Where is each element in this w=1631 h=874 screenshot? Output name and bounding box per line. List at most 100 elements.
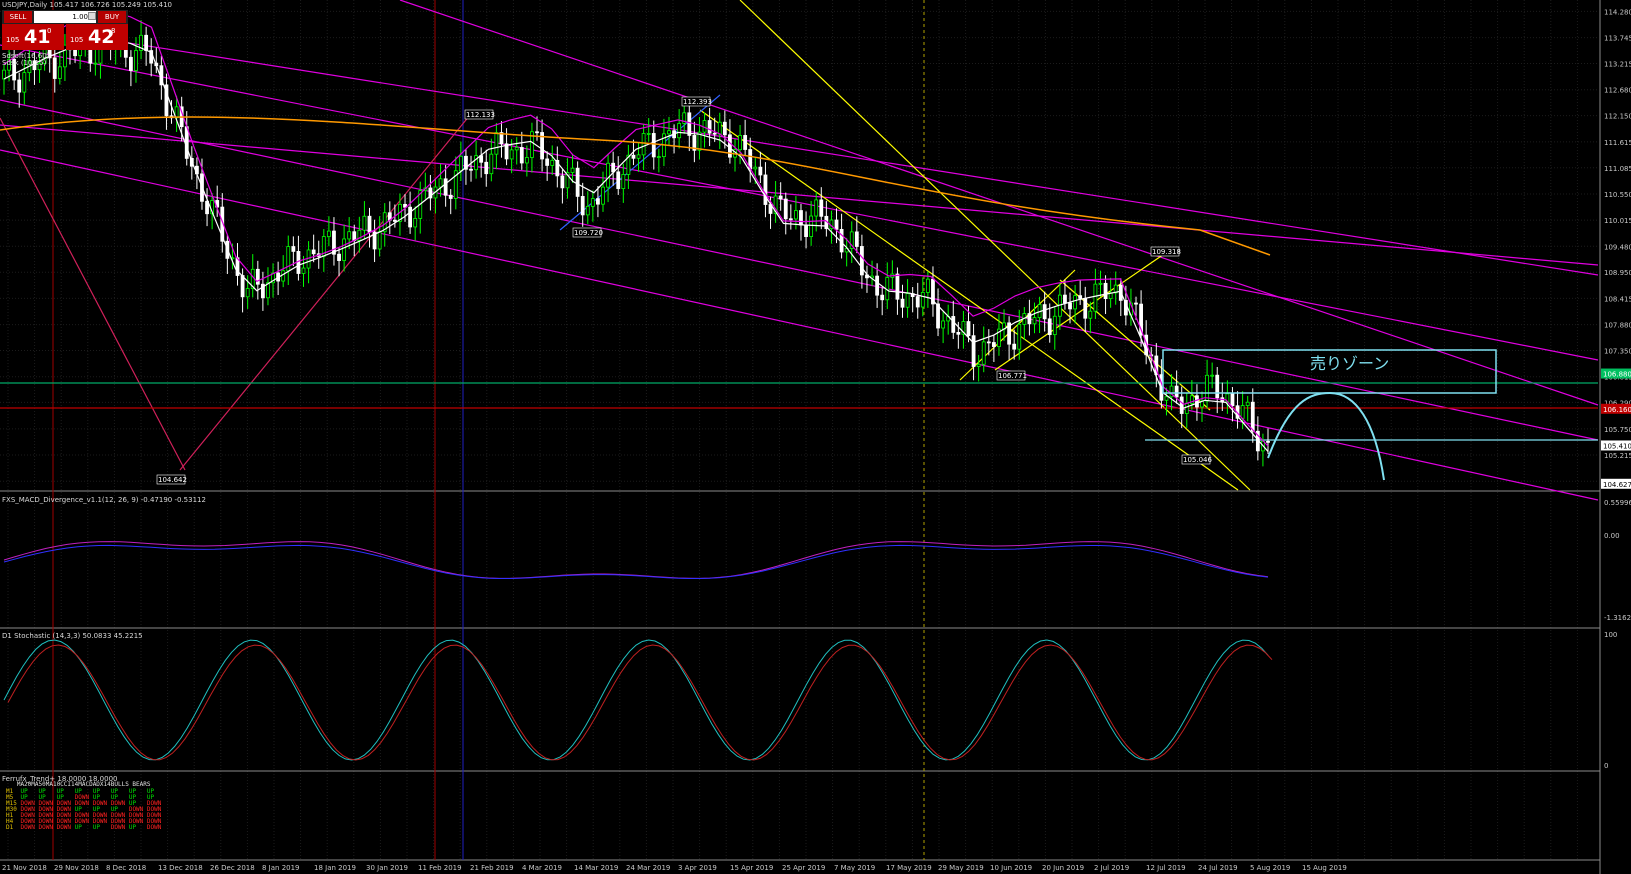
candle-body — [575, 167, 580, 197]
annotation-label: 104.642 — [158, 476, 187, 484]
date-axis-label: 15 Aug 2019 — [1302, 864, 1347, 872]
candle-body — [281, 270, 286, 282]
sell-price-sup: 0 — [47, 27, 52, 35]
candle-body — [961, 321, 966, 335]
candle-body — [93, 62, 98, 65]
trend-cell: DOWN — [56, 824, 75, 831]
candle-body — [783, 198, 788, 220]
candle-body — [524, 157, 529, 164]
trend-cell: DOWN — [56, 812, 75, 819]
candle-body — [347, 231, 352, 240]
candle-body — [509, 149, 514, 160]
date-axis-label: 30 Jan 2019 — [366, 864, 408, 872]
candle-body — [337, 253, 341, 261]
candle-body — [677, 123, 682, 139]
candle-body — [875, 275, 880, 296]
candle-body — [1078, 295, 1083, 299]
trend-cell: DOWN — [128, 818, 147, 825]
sma-label-2: Sdsk (10,15) — [2, 59, 47, 67]
candle-body — [621, 174, 626, 189]
trend-cell: DOWN — [92, 800, 111, 807]
candle-body — [357, 229, 362, 241]
one-click-trade-panel: SELL 1.00 BUY 105 41 0 105 42 8 — [2, 10, 128, 50]
trend-cell: DOWN — [74, 812, 93, 819]
trend-timeframe: D1 — [6, 824, 21, 831]
trend-cell: DOWN — [38, 818, 57, 825]
trend-cell: UP — [74, 824, 93, 831]
trend-row: H1 DOWN DOWN DOWN DOWN DOWN DOWN DOWN DO… — [6, 813, 165, 819]
sell-price-box[interactable]: 105 41 0 — [2, 24, 64, 50]
candle-body — [1195, 395, 1199, 408]
date-axis-label: 29 Nov 2018 — [54, 864, 99, 872]
trend-cell: DOWN — [110, 800, 129, 807]
date-axis-label: 29 May 2019 — [938, 864, 984, 872]
candle-body — [32, 60, 37, 71]
buy-price-big: 42 — [88, 26, 115, 48]
candle-body — [260, 283, 265, 299]
candle-body — [1250, 401, 1255, 432]
candle-body — [408, 206, 413, 228]
candle-body — [499, 132, 504, 145]
candle-body — [585, 205, 590, 216]
date-axis-label: 11 Feb 2019 — [418, 864, 462, 872]
candle-body — [2, 69, 6, 80]
trend-cell: DOWN — [74, 800, 93, 807]
candle-body — [443, 178, 448, 196]
candle-body — [255, 268, 260, 285]
trend-timeframe: H4 — [6, 818, 21, 825]
candle-body — [697, 131, 702, 151]
stoch-axis-label: 100 — [1604, 631, 1617, 639]
candle-body — [692, 135, 697, 151]
trend-row: M5 UP UP UP DOWN UP UP UP UP — [6, 795, 165, 801]
trend-cell: DOWN — [146, 800, 165, 807]
buy-button[interactable]: BUY — [98, 11, 126, 23]
trend-row: D1 DOWN DOWN DOWN UP UP DOWN UP DOWN — [6, 825, 165, 831]
candle-body — [717, 121, 722, 135]
lot-size-input[interactable]: 1.00 — [34, 11, 96, 23]
trend-cell: DOWN — [110, 824, 129, 831]
candle-body — [687, 112, 692, 136]
candle-body — [1113, 284, 1118, 294]
candle-body — [667, 130, 671, 135]
candle-body — [900, 298, 905, 308]
price-axis-label: 111.615 — [1604, 139, 1631, 147]
trend-cell: DOWN — [146, 812, 165, 819]
candle-body — [966, 321, 971, 337]
window-title: USDJPY,Daily 105.417 106.726 105.249 105… — [2, 1, 172, 9]
annotation-label: 105.046 — [1183, 456, 1212, 464]
candle-body — [753, 166, 758, 170]
trend-cell: DOWN — [56, 800, 75, 807]
sell-button[interactable]: SELL — [4, 11, 32, 23]
candle-body — [1027, 313, 1032, 325]
annotation-box — [1181, 454, 1211, 465]
candle-body — [245, 288, 250, 298]
lot-increase-button[interactable] — [88, 12, 96, 20]
candle-body — [240, 275, 245, 298]
price-axis-label: 105.215 — [1604, 452, 1631, 460]
candle-body — [971, 335, 976, 367]
candle-body — [794, 210, 798, 220]
candle-body — [458, 155, 463, 172]
price-marker-bg — [1601, 403, 1631, 414]
trend-line — [1059, 279, 1211, 411]
annotation-box — [464, 109, 494, 120]
date-axis-label: 21 Nov 2018 — [2, 864, 47, 872]
candle-body — [788, 218, 793, 221]
date-axis-label: 5 Aug 2019 — [1250, 864, 1290, 872]
date-axis-label: 4 Mar 2019 — [522, 864, 562, 872]
price-axis-label: 113.745 — [1604, 35, 1631, 43]
candle-body — [22, 72, 27, 93]
candle-body — [326, 230, 331, 237]
candle-body — [311, 249, 316, 255]
candle-body — [7, 58, 11, 71]
chart-grid — [0, 0, 1598, 860]
candle-body — [377, 231, 382, 250]
trend-cell: UP — [56, 788, 75, 795]
candle-body — [936, 303, 940, 329]
buy-price-box[interactable]: 105 42 8 — [66, 24, 128, 50]
trend-title: Ferrufx_Trend+ 18.0000 18.0000 — [2, 775, 118, 783]
price-axis-label: 108.950 — [1604, 269, 1631, 277]
trend-cell: DOWN — [146, 806, 165, 813]
candle-body — [291, 246, 296, 252]
